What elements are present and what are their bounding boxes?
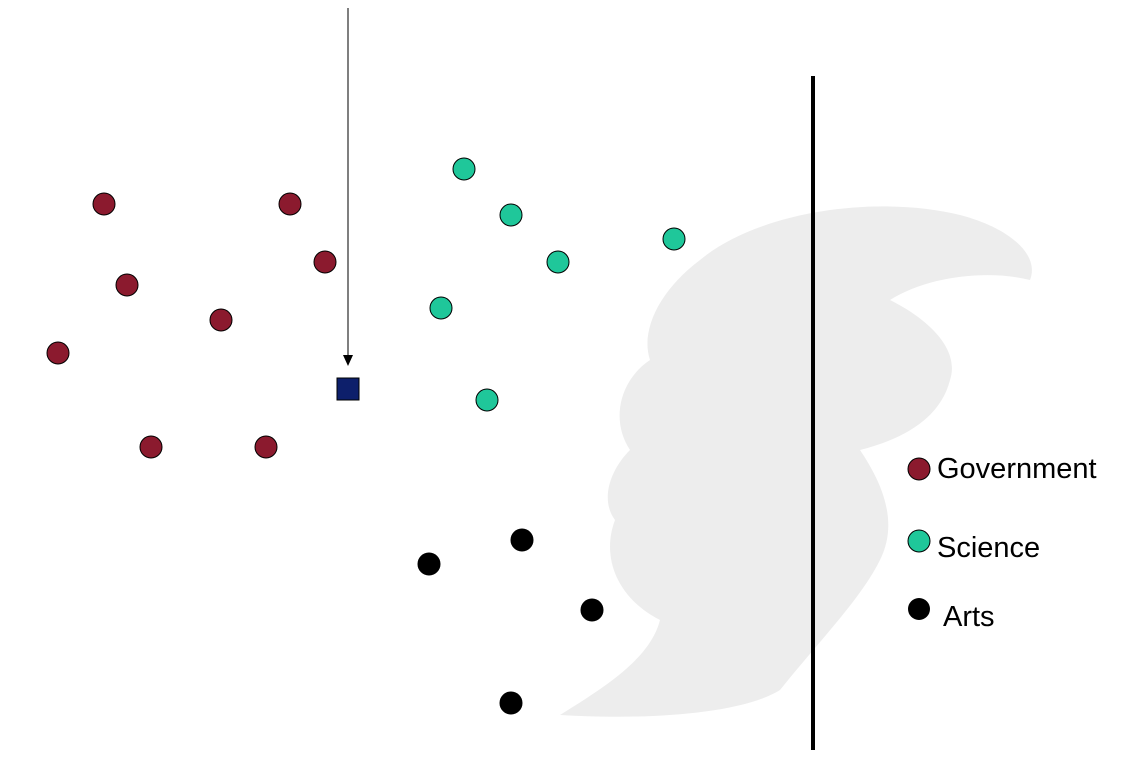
arts-point-3	[580, 598, 604, 622]
science-point-4	[546, 250, 570, 274]
government-point-7	[139, 435, 163, 459]
arts-point-2	[417, 552, 441, 576]
science-point-1	[452, 157, 476, 181]
science-point-5	[429, 296, 453, 320]
legend-marker-science	[907, 529, 931, 553]
legend-label-government: Government	[937, 453, 1097, 485]
science-point-6	[475, 388, 499, 412]
arts-point-4	[499, 691, 523, 715]
science-point-3	[662, 227, 686, 251]
government-point-6	[46, 341, 70, 365]
government-point-5	[209, 308, 233, 332]
government-point-3	[313, 250, 337, 274]
legend: Government Science Arts	[907, 453, 1097, 633]
query-arrow-head	[343, 355, 353, 366]
science-point-2	[499, 203, 523, 227]
legend-label-science: Science	[937, 532, 1040, 564]
government-point-8	[254, 435, 278, 459]
arts-point-1	[510, 528, 534, 552]
government-point-4	[115, 273, 139, 297]
government-point-2	[278, 192, 302, 216]
legend-marker-arts	[908, 598, 930, 620]
government-point-1	[92, 192, 116, 216]
query-point-square	[336, 377, 360, 401]
trojan-head-watermark-icon	[560, 206, 1032, 717]
legend-label-arts: Arts	[943, 601, 995, 633]
legend-marker-government	[907, 457, 931, 481]
